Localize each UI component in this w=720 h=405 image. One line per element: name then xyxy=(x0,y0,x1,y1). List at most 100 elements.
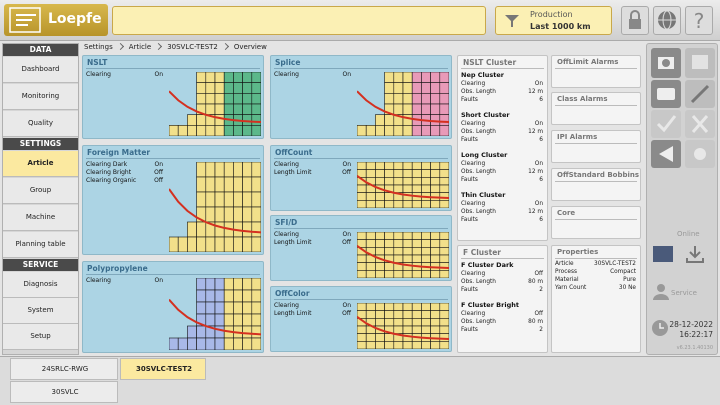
row-value: On xyxy=(154,277,163,284)
box-title: Core xyxy=(557,209,576,217)
language-button[interactable] xyxy=(653,6,681,35)
row-value: Off xyxy=(154,177,163,184)
search-box[interactable] xyxy=(112,6,486,35)
row-label: Clearing xyxy=(461,161,486,167)
box-title: OffStandard Bobbins xyxy=(557,171,640,179)
breadcrumb-separator xyxy=(155,42,163,51)
info-box[interactable]: IPI Alarms xyxy=(551,130,641,163)
breadcrumb-item[interactable]: Overview xyxy=(233,43,267,51)
row-label: Clearing xyxy=(86,277,111,284)
tab[interactable]: 30SVLC xyxy=(10,381,118,403)
panel-rule xyxy=(555,105,637,106)
panel-rule xyxy=(461,68,544,69)
group-name: Thin Cluster xyxy=(461,191,506,199)
feature-panel[interactable]: OffColor Clearing On Length Limit Off xyxy=(270,286,452,352)
row-value: On xyxy=(342,302,351,309)
properties-box[interactable]: Properties Article 30SVLC-TEST2 Process Comp… xyxy=(551,245,641,353)
row-label: Process xyxy=(555,269,577,275)
logo-icon xyxy=(9,7,41,33)
row-label: Clearing xyxy=(461,121,486,127)
nav-item[interactable]: Monitoring xyxy=(3,84,78,110)
panel-rule xyxy=(274,228,448,229)
info-box[interactable]: OffLimit Alarms xyxy=(551,55,641,88)
logo-text: Loepfe xyxy=(48,11,102,27)
clearing-curve xyxy=(169,162,261,252)
row-label: Clearing xyxy=(461,201,486,207)
row-value: On xyxy=(342,231,351,238)
row-value: 12 m xyxy=(528,129,543,135)
nav-label: Planning table xyxy=(15,240,66,248)
row-value: Off xyxy=(534,271,543,277)
section-title: DATA xyxy=(29,45,52,54)
cluster-panel[interactable]: NSLT Cluster Nep Cluster Clearing On Obs. Le… xyxy=(457,55,548,241)
service-icon xyxy=(653,284,669,300)
nav-item[interactable]: Planning table xyxy=(3,232,78,258)
row-label: Length Limit xyxy=(274,310,312,317)
tab[interactable]: 24SRLC-RWG xyxy=(10,358,118,380)
nav-item[interactable]: Dashboard xyxy=(3,57,78,83)
breadcrumb-separator xyxy=(221,42,229,51)
panel-title: Foreign Matter xyxy=(87,148,151,157)
cluster-panel[interactable]: F Cluster F Cluster Dark Clearing Off Obs. L… xyxy=(457,245,548,353)
row-label: Obs. Length xyxy=(461,129,496,135)
section-header: SERVICE xyxy=(3,259,78,271)
row-value: 30SVLC-TEST2 xyxy=(594,261,636,267)
info-box[interactable]: OffStandard Bobbins xyxy=(551,168,641,201)
row-value: Off xyxy=(342,310,351,317)
row-label: Material xyxy=(555,277,579,283)
clearing-curve xyxy=(357,303,449,349)
row-value: 2 xyxy=(539,287,543,293)
feature-panel[interactable]: SFI/D Clearing On Length Limit Off xyxy=(270,215,452,281)
nav-item[interactable]: Group xyxy=(3,178,78,204)
nav-item[interactable]: Setup xyxy=(3,324,78,350)
breadcrumb-item[interactable]: 30SVLC-TEST2 xyxy=(167,43,218,51)
date: 28-12-2022 xyxy=(669,320,713,329)
info-box[interactable]: Core xyxy=(551,206,641,239)
group-name: Long Cluster xyxy=(461,151,508,159)
row-value: Off xyxy=(534,311,543,317)
lock-button[interactable] xyxy=(621,6,649,35)
group-name: Short Cluster xyxy=(461,111,510,119)
feature-panel[interactable]: NSLT Clearing On xyxy=(82,55,264,139)
nav-item[interactable]: Machine xyxy=(3,205,78,231)
row-label: Obs. Length xyxy=(461,89,496,95)
feature-panel[interactable]: OffCount Clearing On Length Limit Off xyxy=(270,145,452,211)
row-label: Clearing Dark xyxy=(86,161,128,168)
panel-rule xyxy=(555,68,637,69)
time: 16:22:17 xyxy=(679,330,713,339)
filter-icon xyxy=(505,15,519,27)
row-label: Obs. Length xyxy=(461,319,496,325)
feature-panel[interactable]: Splice Clearing On xyxy=(270,55,452,139)
help-button[interactable]: ? xyxy=(685,6,713,35)
feature-panel[interactable]: Foreign Matter Clearing Dark On Clearing Br… xyxy=(82,145,264,255)
row-value: 6 xyxy=(539,177,543,183)
row-value: 6 xyxy=(539,97,543,103)
feature-panel[interactable]: Polypropylene Clearing On xyxy=(82,261,264,353)
panel-title: OffCount xyxy=(275,148,313,157)
nav-item[interactable]: Diagnosis xyxy=(3,272,78,298)
nav-item[interactable]: System xyxy=(3,298,78,324)
row-label: Obs. Length xyxy=(461,279,496,285)
row-label: Clearing xyxy=(461,81,486,87)
row-label: Obs. Length xyxy=(461,169,496,175)
nav-item[interactable]: Article xyxy=(3,151,78,177)
breadcrumb-item[interactable]: Settings xyxy=(84,43,113,51)
tab[interactable]: 30SVLC-TEST2 xyxy=(120,358,206,380)
production-box[interactable]: Production Last 1000 km xyxy=(495,6,612,35)
row-value: 6 xyxy=(539,217,543,223)
monitor-icons xyxy=(653,246,704,263)
nav-label: Monitoring xyxy=(21,92,60,100)
row-value: 12 m xyxy=(528,209,543,215)
tab-label: 24SRLC-RWG xyxy=(41,365,89,373)
logo[interactable]: Loepfe xyxy=(4,4,108,36)
row-label: Clearing xyxy=(461,311,486,317)
row-label: Faults xyxy=(461,177,478,183)
panel-rule xyxy=(555,219,637,220)
info-box[interactable]: Class Alarms xyxy=(551,92,641,125)
row-value: On xyxy=(154,161,163,168)
row-label: Length Limit xyxy=(274,169,312,176)
panel-rule xyxy=(274,158,448,159)
row-value: Off xyxy=(342,169,351,176)
nav-item[interactable]: Quality xyxy=(3,111,78,137)
breadcrumb-item[interactable]: Article xyxy=(128,43,152,51)
